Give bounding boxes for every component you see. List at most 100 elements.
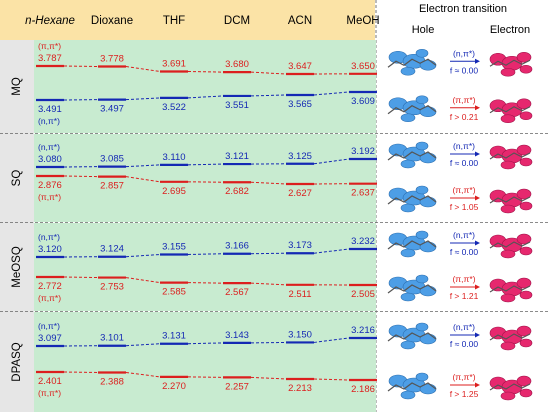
panel-bg xyxy=(34,223,376,311)
level-connector xyxy=(313,337,350,343)
transition-type: (π,π*) xyxy=(452,274,475,284)
lower-level-meosq xyxy=(36,275,377,287)
electron-orbital xyxy=(489,144,533,170)
transition-mq-1 xyxy=(387,95,533,124)
arrow-head xyxy=(475,284,480,290)
energy-value: 2.213 xyxy=(288,383,312,394)
orbital-lobe xyxy=(415,274,429,284)
hole-orbital xyxy=(387,274,437,302)
arrow-head xyxy=(475,240,480,246)
electron-orbital xyxy=(489,375,533,401)
arrow-head xyxy=(475,105,480,111)
orbital-lobe xyxy=(415,322,429,332)
orbital-lobe xyxy=(519,338,533,348)
energy-value: 3.080 xyxy=(38,154,62,165)
orbital-lobe xyxy=(519,388,533,398)
electron-header: Electron xyxy=(490,24,530,36)
orbital-lobe xyxy=(400,248,416,258)
energy-value: 3.787 xyxy=(38,53,62,64)
transition-title: Electron transition xyxy=(419,3,507,15)
upper-level-dpasq xyxy=(36,336,377,348)
energy-value: 2.682 xyxy=(225,186,249,197)
energy-value: 2.585 xyxy=(162,287,186,298)
level-connector xyxy=(250,71,287,75)
energy-value: 2.637 xyxy=(351,188,375,199)
molecule-skeleton xyxy=(489,106,531,114)
orbital-lobe xyxy=(516,233,532,245)
orbital-lobe xyxy=(500,341,516,351)
panel-bg xyxy=(34,312,376,412)
oscillator-strength: f > 1.25 xyxy=(450,389,479,399)
energy-value: 2.753 xyxy=(100,282,124,293)
energy-value: 3.150 xyxy=(288,329,312,340)
molecule-skeleton xyxy=(387,195,437,205)
energy-value: 3.120 xyxy=(38,244,62,255)
level-connector xyxy=(313,91,350,96)
upper-level-mq xyxy=(36,64,377,76)
hole-header: Hole xyxy=(412,24,435,36)
orbital-lobe xyxy=(500,249,516,259)
orbital-lobe xyxy=(415,95,429,105)
level-connector xyxy=(250,282,287,286)
level-connector xyxy=(187,70,224,73)
energy-value: 2.388 xyxy=(100,376,124,387)
transition-meosq-0 xyxy=(387,230,533,259)
solvent-header-5: MeOH xyxy=(346,15,379,27)
energy-value: 3.125 xyxy=(288,151,312,162)
transition-dpasq-1 xyxy=(387,372,533,401)
energy-value: 2.505 xyxy=(351,289,375,300)
orbital-lobe xyxy=(500,391,516,401)
level-connector xyxy=(125,371,161,378)
molecule-skeleton xyxy=(489,383,531,391)
energy-value: 3.173 xyxy=(288,240,312,251)
solvent-header-2: THF xyxy=(163,15,185,27)
level-connector xyxy=(250,252,287,255)
panel-dpasq xyxy=(34,312,533,412)
upper-level-meosq xyxy=(36,247,377,259)
molecule-skeleton xyxy=(489,285,531,293)
orbital-lobe xyxy=(500,114,516,124)
orbital-lobe xyxy=(500,67,516,77)
orbital-lobe xyxy=(500,293,516,303)
energy-value: 3.143 xyxy=(225,330,249,341)
orbital-lobe xyxy=(519,201,533,211)
hole-orbital xyxy=(387,372,437,400)
transition-type: (n,π*) xyxy=(453,141,475,151)
energy-value: 2.270 xyxy=(162,381,186,392)
oscillator-strength: f ≈ 0.00 xyxy=(450,65,479,75)
energy-value: 3.232 xyxy=(351,236,375,247)
molecule-label-meosq: MeOSQ xyxy=(11,246,23,288)
orbital-lobe xyxy=(415,230,429,240)
orbital-lobe xyxy=(400,159,416,169)
energy-value: 3.680 xyxy=(225,59,249,70)
panel-mq xyxy=(34,40,533,133)
panel-sq xyxy=(34,134,533,222)
electron-orbital xyxy=(489,325,533,351)
energy-value: 2.876 xyxy=(38,180,62,191)
electron-orbital xyxy=(489,98,533,124)
energy-value: 3.124 xyxy=(100,244,124,255)
level-connector xyxy=(125,254,161,258)
energy-value: 3.216 xyxy=(351,325,375,336)
arrow-head xyxy=(475,382,480,388)
level-connector xyxy=(125,66,161,72)
energy-value: 2.401 xyxy=(38,376,62,387)
solvent-header-0: n-Hexane xyxy=(25,15,75,27)
orbital-lobe xyxy=(415,372,429,382)
solvent-header-1: Dioxane xyxy=(91,15,133,27)
orbital-lobe xyxy=(400,66,416,76)
molecule-skeleton xyxy=(387,240,437,250)
level-connector xyxy=(187,95,224,99)
molecule-skeleton xyxy=(387,332,437,342)
energy-value: 3.101 xyxy=(100,333,124,344)
level-connector xyxy=(313,248,350,254)
orbital-lobe xyxy=(400,390,416,400)
orbital-lobe xyxy=(415,185,429,195)
level-connector xyxy=(187,282,224,284)
energy-value: 3.155 xyxy=(162,242,186,253)
state-tag: (n,π*) xyxy=(38,116,60,126)
electron-orbital xyxy=(489,277,533,303)
state-tag: (π,π*) xyxy=(38,41,61,51)
level-connector xyxy=(187,253,224,255)
hole-orbital xyxy=(387,48,437,76)
